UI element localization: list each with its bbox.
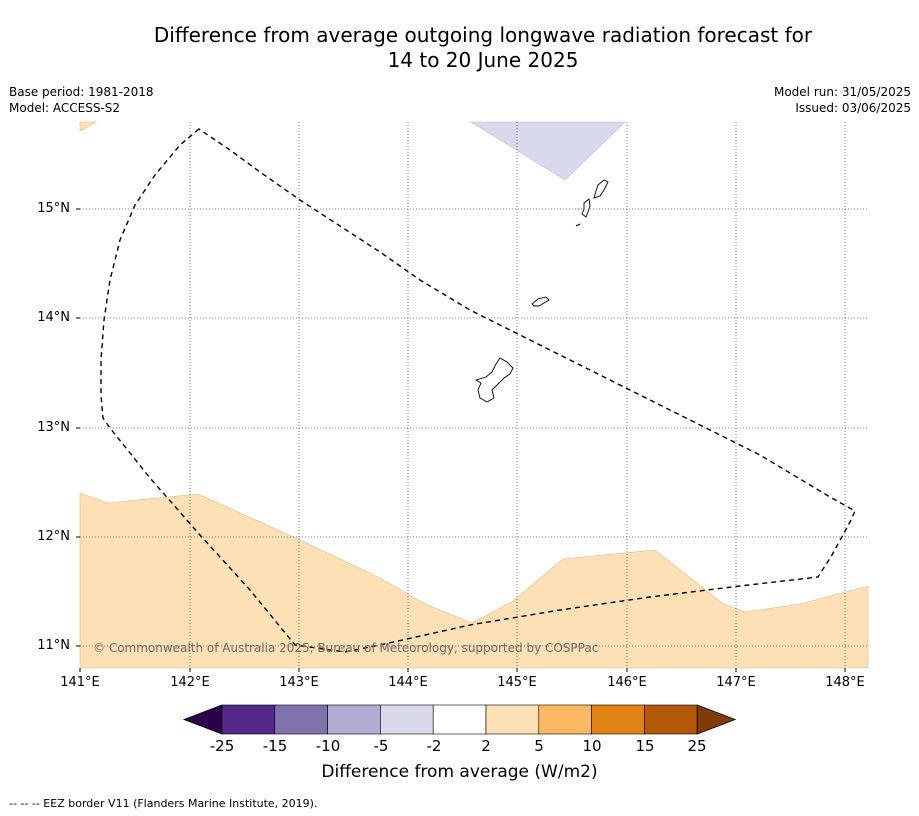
graticule <box>80 122 868 668</box>
colorbar-title: Difference from average (W/m2) <box>321 762 598 782</box>
base-period: Base period: 1981-2018 <box>9 85 154 99</box>
saipan-island <box>593 179 609 199</box>
eez-border <box>100 128 856 653</box>
colorbar-tick: -10 <box>315 737 341 755</box>
colorbar-swatch <box>591 704 645 735</box>
colorbar-tick: 25 <box>687 737 707 755</box>
map-title: Difference from average outgoing longwav… <box>100 23 866 73</box>
model-run: Model run: 31/05/2025 <box>773 85 911 99</box>
meta-left: Base period: 1981-2018 Model: ACCESS-S2 <box>9 84 154 116</box>
axis-ticks <box>76 208 846 672</box>
lon-label-144: 144°E <box>388 675 428 690</box>
colorbar-tick: -15 <box>262 737 288 755</box>
guam-island <box>474 357 514 403</box>
colorbar-extend-low <box>182 704 223 735</box>
lat-label-14: 14°N <box>37 310 70 325</box>
anomaly-orange-corner <box>79 121 98 132</box>
colorbar-swatch <box>432 704 487 735</box>
colorbar-swatch <box>538 704 592 735</box>
copyright-credit: © Commonwealth of Australia 2025, Bureau… <box>93 641 599 655</box>
title-line-1: Difference from average outgoing longwav… <box>153 23 813 47</box>
colorbar-tick: -25 <box>209 737 235 755</box>
colorbar-extend-high <box>696 704 737 735</box>
lat-label-13: 13°N <box>37 420 70 435</box>
colorbar-tick: -5 <box>373 737 389 755</box>
colorbar-swatch <box>380 704 434 735</box>
colorbar-tick: -2 <box>426 737 442 755</box>
lon-label-148: 148°E <box>825 675 865 690</box>
lon-label-143: 143°E <box>279 675 319 690</box>
title-line-2: 14 to 20 June 2025 <box>387 48 579 72</box>
lon-label-141: 141°E <box>60 675 100 690</box>
colorbar-tick: 5 <box>534 737 544 755</box>
lat-label-12: 12°N <box>37 529 70 544</box>
colorbar-swatch <box>274 704 328 735</box>
colorbar-swatch <box>644 704 698 735</box>
colorbar-swatch <box>221 704 276 735</box>
colorbar-tick: 2 <box>481 737 491 755</box>
tinian-island <box>581 198 591 218</box>
colorbar-tick: 15 <box>635 737 655 755</box>
colorbar-swatch <box>485 704 540 735</box>
lat-label-15: 15°N <box>37 201 70 216</box>
colorbar-swatch <box>327 704 381 735</box>
rota-island <box>531 296 550 307</box>
lon-label-145: 145°E <box>497 675 537 690</box>
aguijan-island <box>575 223 581 227</box>
colorbar-tick: 10 <box>582 737 602 755</box>
model-name: Model: ACCESS-S2 <box>9 101 121 115</box>
issued-date: Issued: 03/06/2025 <box>795 101 911 115</box>
lat-label-11: 11°N <box>37 638 70 653</box>
colorbar <box>182 704 737 735</box>
anomaly-orange-south <box>79 492 869 669</box>
lon-label-142: 142°E <box>170 675 210 690</box>
lon-label-146: 146°E <box>607 675 647 690</box>
anomaly-lavender-north <box>469 121 626 181</box>
meta-right: Model run: 31/05/2025 Issued: 03/06/2025 <box>774 84 911 116</box>
lon-label-147: 147°E <box>716 675 756 690</box>
eez-legend-note: -- -- -- EEZ border V11 (Flanders Marine… <box>9 797 318 810</box>
